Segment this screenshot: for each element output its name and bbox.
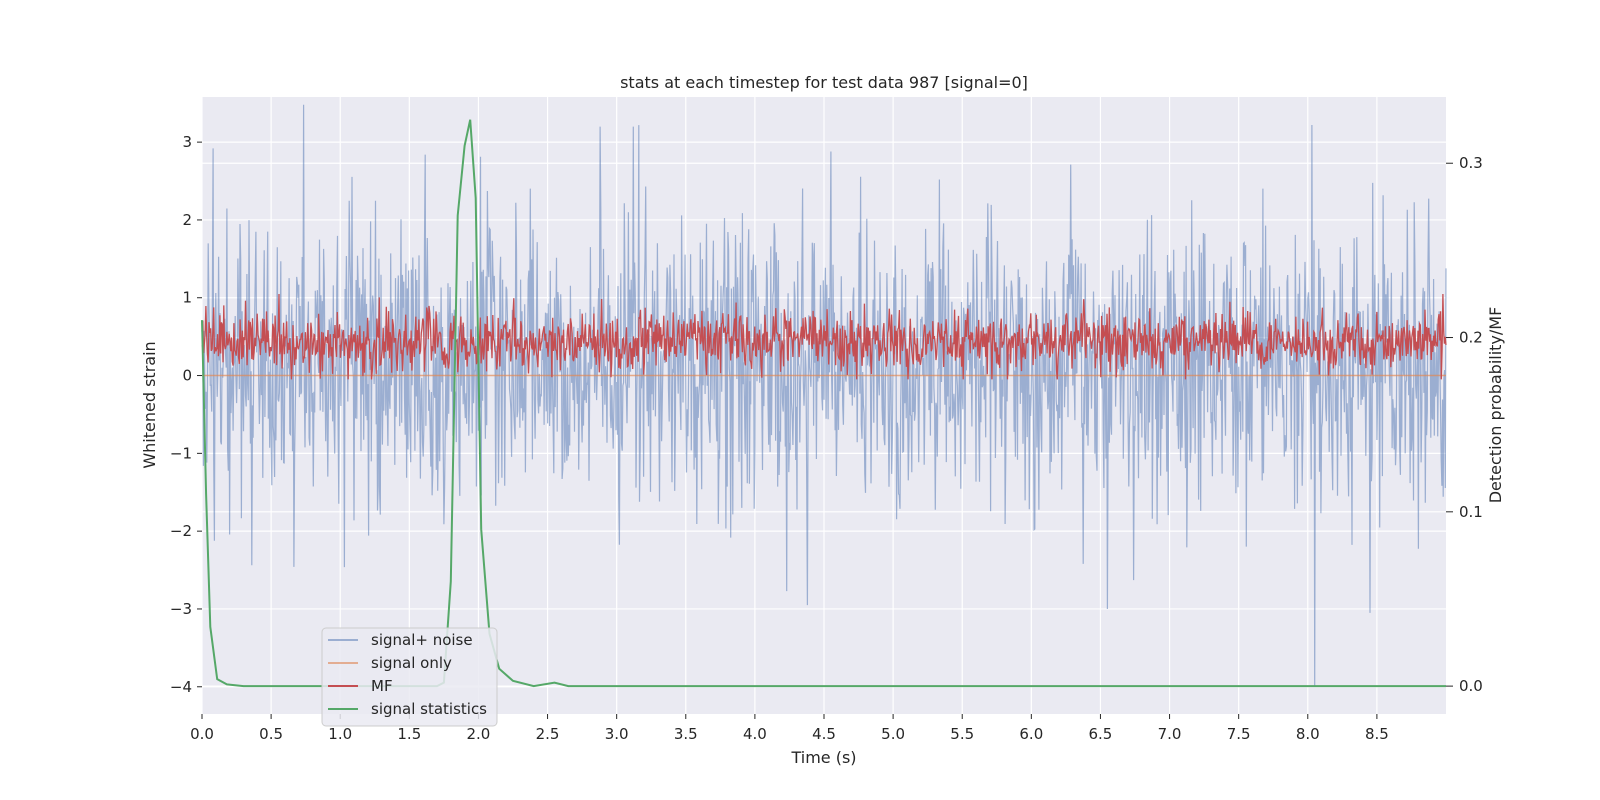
x-tick-label: 3.0 xyxy=(605,725,629,743)
x-tick-label: 8.0 xyxy=(1296,725,1320,743)
y2-axis-label: Detection probability/MF xyxy=(1486,307,1505,504)
x-tick-label: 7.0 xyxy=(1158,725,1182,743)
legend: signal+ noise signal only MF signal stat… xyxy=(321,627,498,727)
x-tick-label: 4.5 xyxy=(812,725,836,743)
y2-tick-label: 0.0 xyxy=(1459,677,1483,695)
chart-title: stats at each timestep for test data 987… xyxy=(620,73,1028,92)
y-tick-label: −1 xyxy=(170,444,192,462)
y2-tick-label: 0.2 xyxy=(1459,329,1483,347)
series-signal-statistics xyxy=(201,119,1446,688)
x-tick-label: 0.5 xyxy=(259,725,283,743)
legend-box xyxy=(321,627,498,727)
y-tick-label: 1 xyxy=(182,289,192,307)
x-tick-label: 5.0 xyxy=(881,725,905,743)
y-tick-label: 3 xyxy=(182,133,192,151)
x-tick-label: 2.5 xyxy=(536,725,560,743)
y-tick-label: −2 xyxy=(170,522,192,540)
x-tick-label: 8.5 xyxy=(1365,725,1389,743)
y2-tick-label: 0.1 xyxy=(1459,503,1483,521)
x-tick-label: 2.0 xyxy=(467,725,491,743)
legend-label-signal-only: signal only xyxy=(371,654,452,672)
x-tick-label: 6.5 xyxy=(1089,725,1113,743)
x-axis-ticks: 0.0 0.5 1.0 1.5 2.0 2.5 3.0 3.5 4.0 4.5 5.0 5.5 6.0 6… xyxy=(190,714,1389,743)
x-tick-label: 1.5 xyxy=(397,725,421,743)
y-tick-label: 0 xyxy=(182,367,192,385)
x-tick-label: 5.5 xyxy=(950,725,974,743)
legend-label-signal-statistics: signal statistics xyxy=(371,700,487,718)
legend-label-signal-noise: signal+ noise xyxy=(371,631,473,649)
x-tick-label: 3.5 xyxy=(674,725,698,743)
y2-axis-ticks: 0.0 0.1 0.2 0.3 xyxy=(1446,154,1483,695)
x-tick-label: 7.5 xyxy=(1227,725,1251,743)
x-tick-label: 1.0 xyxy=(328,725,352,743)
y-tick-label: −3 xyxy=(170,600,192,618)
y2-tick-label: 0.3 xyxy=(1459,154,1483,172)
x-tick-label: 4.0 xyxy=(743,725,767,743)
series-signal-noise xyxy=(201,104,1447,687)
y-axis-ticks: −4 −3 −2 −1 0 1 2 3 xyxy=(170,133,202,696)
x-axis-label: Time (s) xyxy=(790,748,856,767)
series-layer xyxy=(201,104,1447,688)
legend-label-mf: MF xyxy=(371,677,393,695)
y-axis-label: Whitened strain xyxy=(140,341,159,468)
x-tick-label: 6.0 xyxy=(1019,725,1043,743)
y-tick-label: 2 xyxy=(182,211,192,229)
x-tick-label: 0.0 xyxy=(190,725,214,743)
y-tick-label: −4 xyxy=(170,678,192,696)
series-mf xyxy=(201,293,1447,380)
